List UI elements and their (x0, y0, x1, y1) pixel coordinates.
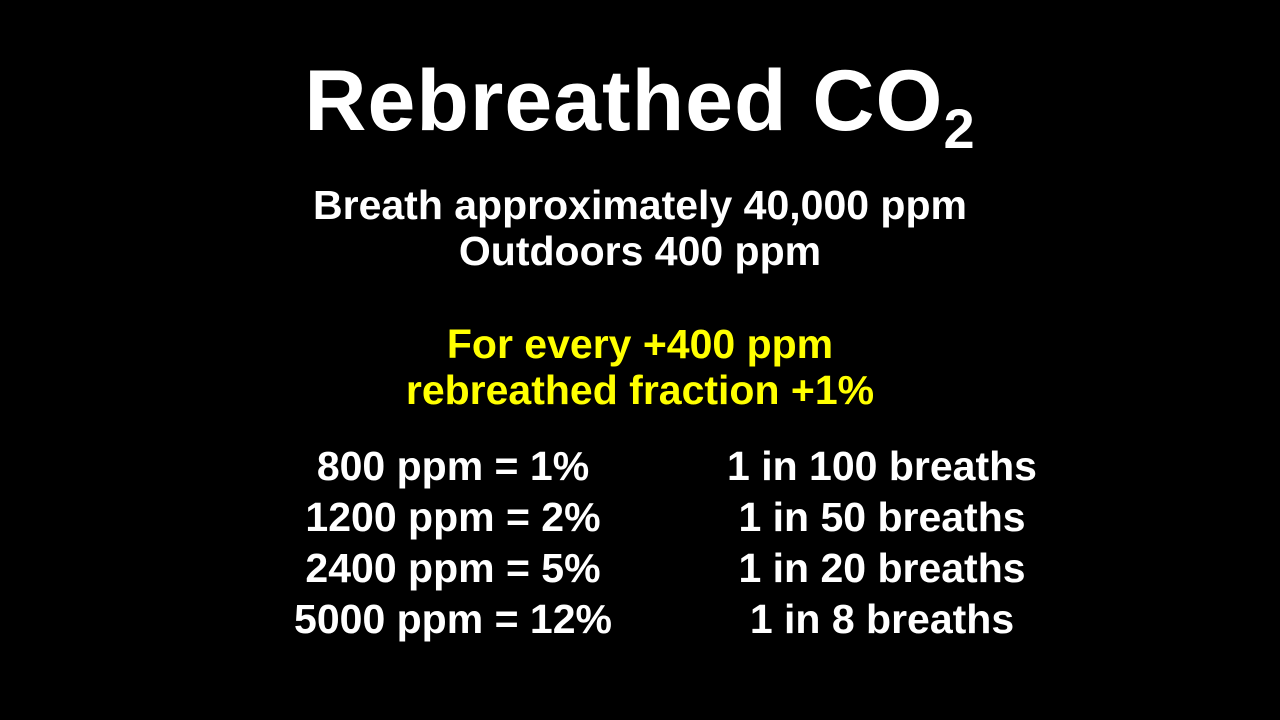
table-row-2-breaths: 1 in 50 breaths (738, 494, 1026, 540)
table-row-4-concentration: 5000 ppm = 12% (294, 596, 612, 642)
table-row-1-concentration: 800 ppm = 1% (316, 443, 590, 489)
slide-title: Rebreathed CO2 (0, 52, 1280, 157)
table-row-2-concentration: 1200 ppm = 2% (305, 494, 601, 540)
title-subscript: 2 (943, 97, 976, 160)
table-row-3-concentration: 2400 ppm = 5% (305, 545, 601, 591)
title-text: Rebreathed CO (304, 53, 944, 149)
table-row-4-breaths: 1 in 8 breaths (749, 596, 1015, 642)
table-row-1-breaths: 1 in 100 breaths (727, 443, 1037, 489)
table-row-3-breaths: 1 in 20 breaths (738, 545, 1026, 591)
fact-outdoors: Outdoors 400 ppm (458, 228, 822, 274)
highlight-line-1: For every +400 ppm (446, 321, 834, 367)
highlight-line-2: rebreathed fraction +1% (405, 367, 875, 413)
fact-breath: Breath approximately 40,000 ppm (313, 182, 967, 228)
